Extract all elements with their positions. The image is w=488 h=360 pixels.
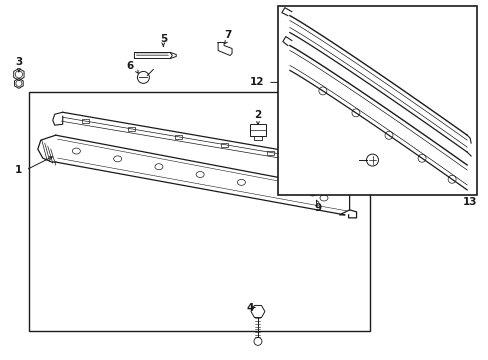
Bar xyxy=(312,159,319,163)
Text: 6: 6 xyxy=(126,62,134,71)
Bar xyxy=(174,135,181,139)
Text: 10: 10 xyxy=(308,123,322,133)
Text: 5: 5 xyxy=(160,33,166,44)
Bar xyxy=(303,138,321,152)
Bar xyxy=(128,127,135,131)
Bar xyxy=(249,124,265,136)
Bar xyxy=(220,143,227,147)
Text: 7: 7 xyxy=(224,30,231,40)
Text: 14: 14 xyxy=(462,133,477,143)
Text: 4: 4 xyxy=(246,302,253,312)
Text: 12: 12 xyxy=(249,77,264,87)
Text: 11: 11 xyxy=(364,187,378,197)
Text: 2: 2 xyxy=(254,110,261,120)
Text: 3: 3 xyxy=(15,58,22,67)
Bar xyxy=(29,92,369,332)
Text: 8: 8 xyxy=(353,127,361,137)
Bar xyxy=(266,151,273,155)
Text: 9: 9 xyxy=(313,203,321,213)
Text: 13: 13 xyxy=(462,197,477,207)
Bar xyxy=(277,6,476,195)
Polygon shape xyxy=(335,132,355,150)
Text: 15: 15 xyxy=(338,155,353,165)
Text: 1: 1 xyxy=(15,165,22,175)
Bar xyxy=(82,119,89,123)
